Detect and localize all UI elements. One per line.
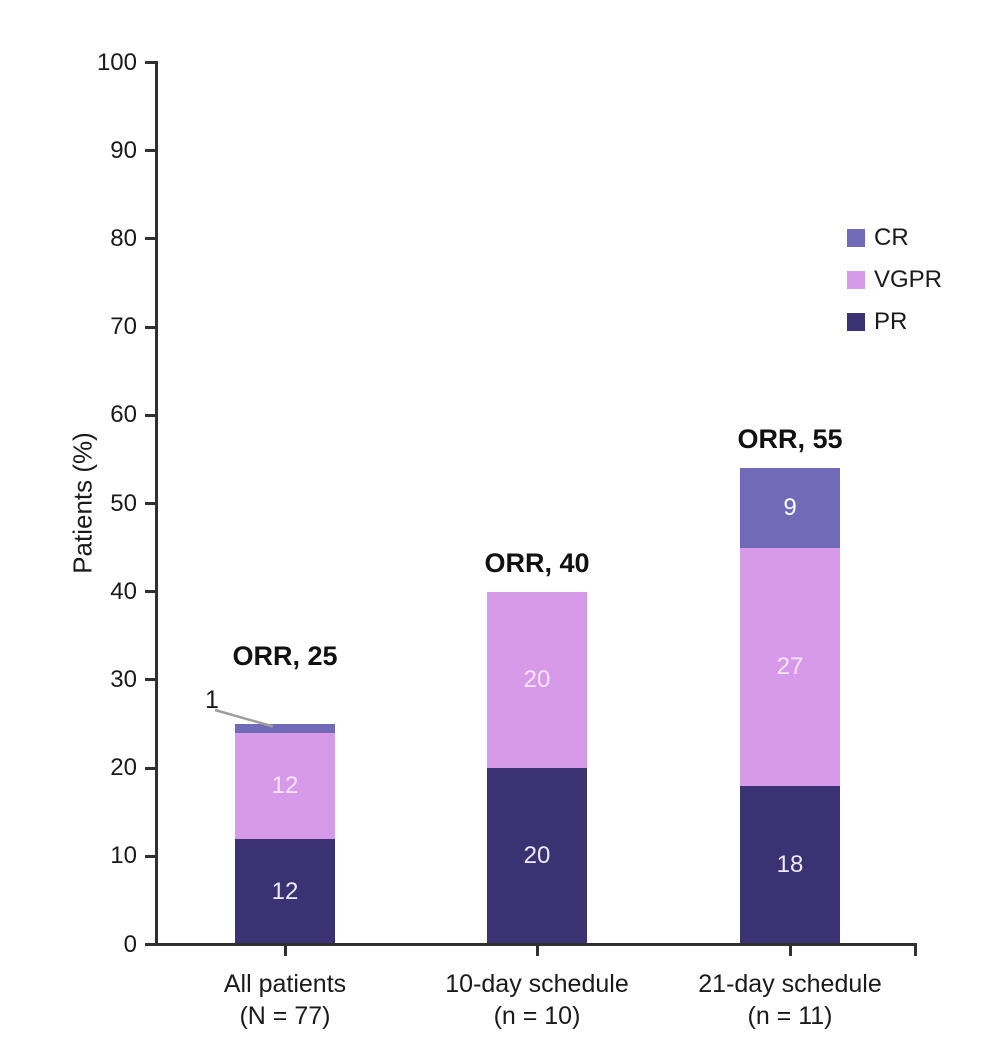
- y-tick-label: 20: [110, 754, 137, 782]
- y-tick-label: 10: [110, 842, 137, 870]
- x-category-label: 21-day schedule (n = 11): [670, 968, 910, 1032]
- bar-segment-vgpr: [235, 732, 335, 839]
- x-axis-end-tick: [914, 943, 917, 956]
- segment-value-label: 12: [271, 877, 299, 905]
- x-axis-line: [152, 943, 917, 946]
- segment-value-label: 20: [523, 842, 551, 870]
- bar-segment-vgpr: [740, 547, 840, 786]
- orr-label: ORR, 25: [232, 641, 338, 671]
- orr-label: ORR, 40: [484, 547, 590, 578]
- segment-value-label: 18: [776, 851, 804, 879]
- y-tick-label: 0: [123, 930, 137, 958]
- y-tick-label: 30: [110, 665, 137, 693]
- y-tick: [145, 943, 155, 946]
- x-category-label: 10-day schedule (n = 10): [417, 968, 657, 1032]
- x-category-label-line1: 10-day schedule: [445, 970, 629, 998]
- x-tick: [788, 946, 792, 956]
- bar-segment-cr: [740, 468, 840, 548]
- legend-item-pr: PR: [847, 308, 942, 335]
- y-tick: [145, 149, 155, 153]
- y-tick-label: 100: [96, 48, 137, 76]
- y-tick-label: 80: [110, 224, 137, 252]
- legend-label: CR: [874, 224, 909, 251]
- y-tick-label: 40: [110, 577, 137, 605]
- y-tick: [145, 678, 155, 682]
- legend-label: PR: [874, 308, 908, 335]
- segment-value-label: 9: [783, 493, 797, 521]
- legend-swatch-cr: [847, 229, 865, 247]
- bar-segment-vgpr: [487, 591, 587, 769]
- y-axis-line: [155, 61, 158, 946]
- x-tick: [283, 946, 287, 956]
- y-tick-label: 60: [110, 401, 137, 429]
- bar-segment-pr: [740, 785, 840, 945]
- y-tick: [145, 237, 155, 241]
- y-tick-label: 50: [110, 489, 137, 517]
- y-tick: [145, 502, 155, 505]
- x-category-sublabel: (N = 77): [239, 1002, 331, 1030]
- y-tick: [145, 766, 155, 770]
- x-category-label: All patients (N = 77): [165, 968, 405, 1032]
- legend-swatch-vgpr: [847, 271, 865, 289]
- legend-item-vgpr: VGPR: [847, 266, 943, 293]
- y-tick-label: 70: [110, 313, 137, 341]
- bar-segment-cr: [235, 724, 335, 733]
- y-tick: [145, 413, 155, 417]
- y-tick: [145, 590, 155, 594]
- x-category-sublabel: (n = 10): [493, 1002, 581, 1030]
- segment-value-label: 12: [271, 771, 299, 799]
- x-category-label-line1: All patients: [223, 970, 347, 998]
- segment-value-label: 27: [776, 652, 804, 680]
- bar-segment-pr: [235, 838, 335, 945]
- y-tick: [145, 61, 155, 64]
- legend: CR VGPR PR: [847, 224, 943, 351]
- y-axis-title: Patients (%): [67, 432, 98, 574]
- annotation-value: 1: [205, 686, 219, 714]
- bar-segment-pr: [487, 768, 587, 945]
- segment-value-label: 20: [523, 665, 551, 693]
- orr-label: ORR, 55: [737, 424, 843, 455]
- x-category-sublabel: (n = 11): [747, 1002, 833, 1030]
- y-tick-label: 90: [110, 136, 137, 164]
- legend-swatch-pr: [847, 313, 865, 331]
- legend-item-cr: CR: [847, 224, 942, 251]
- legend-label: VGPR: [874, 266, 943, 293]
- x-category-label-line1: 21-day schedule: [698, 970, 882, 998]
- y-tick: [145, 325, 155, 329]
- y-tick: [145, 854, 155, 858]
- x-tick: [535, 946, 539, 956]
